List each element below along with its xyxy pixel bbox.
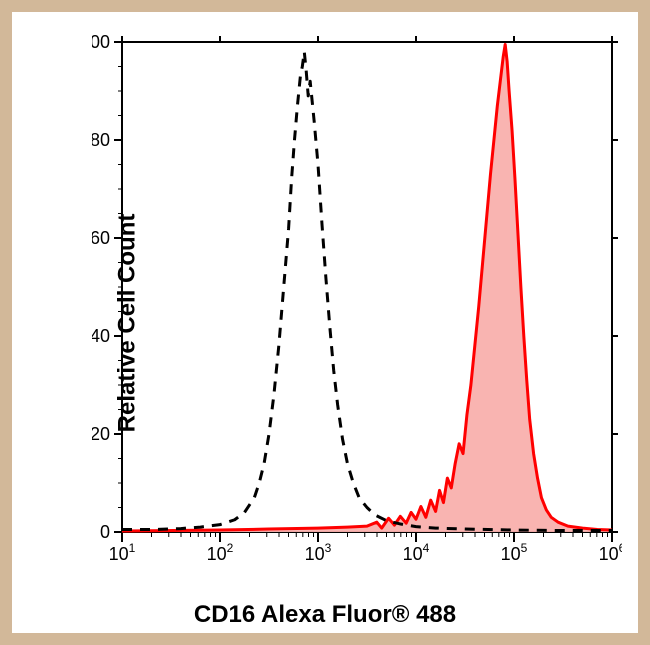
control-line: [122, 52, 612, 531]
y-tick-label: 0: [100, 522, 110, 542]
y-tick-label: 20: [92, 424, 110, 444]
outer-container: Relative Cell Count CD16 Alexa Fluor® 48…: [0, 0, 650, 645]
y-tick-label: 100: [92, 32, 110, 52]
x-tick-label: 105: [501, 541, 528, 564]
stained-line: [122, 44, 612, 531]
stained-area: [122, 44, 612, 532]
x-tick-label: 106: [599, 541, 622, 564]
x-tick-label: 104: [403, 541, 430, 564]
y-tick-label: 60: [92, 228, 110, 248]
x-tick-label: 101: [109, 541, 136, 564]
x-tick-label: 103: [305, 541, 332, 564]
x-axis-label: CD16 Alexa Fluor® 488: [194, 601, 456, 629]
y-tick-label: 40: [92, 326, 110, 346]
y-tick-label: 80: [92, 130, 110, 150]
x-tick-label: 102: [207, 541, 234, 564]
chart-panel: Relative Cell Count CD16 Alexa Fluor® 48…: [12, 12, 638, 633]
histogram-plot: 0 20 40 60 80 100 101 102 103 104 105 106: [92, 32, 622, 572]
